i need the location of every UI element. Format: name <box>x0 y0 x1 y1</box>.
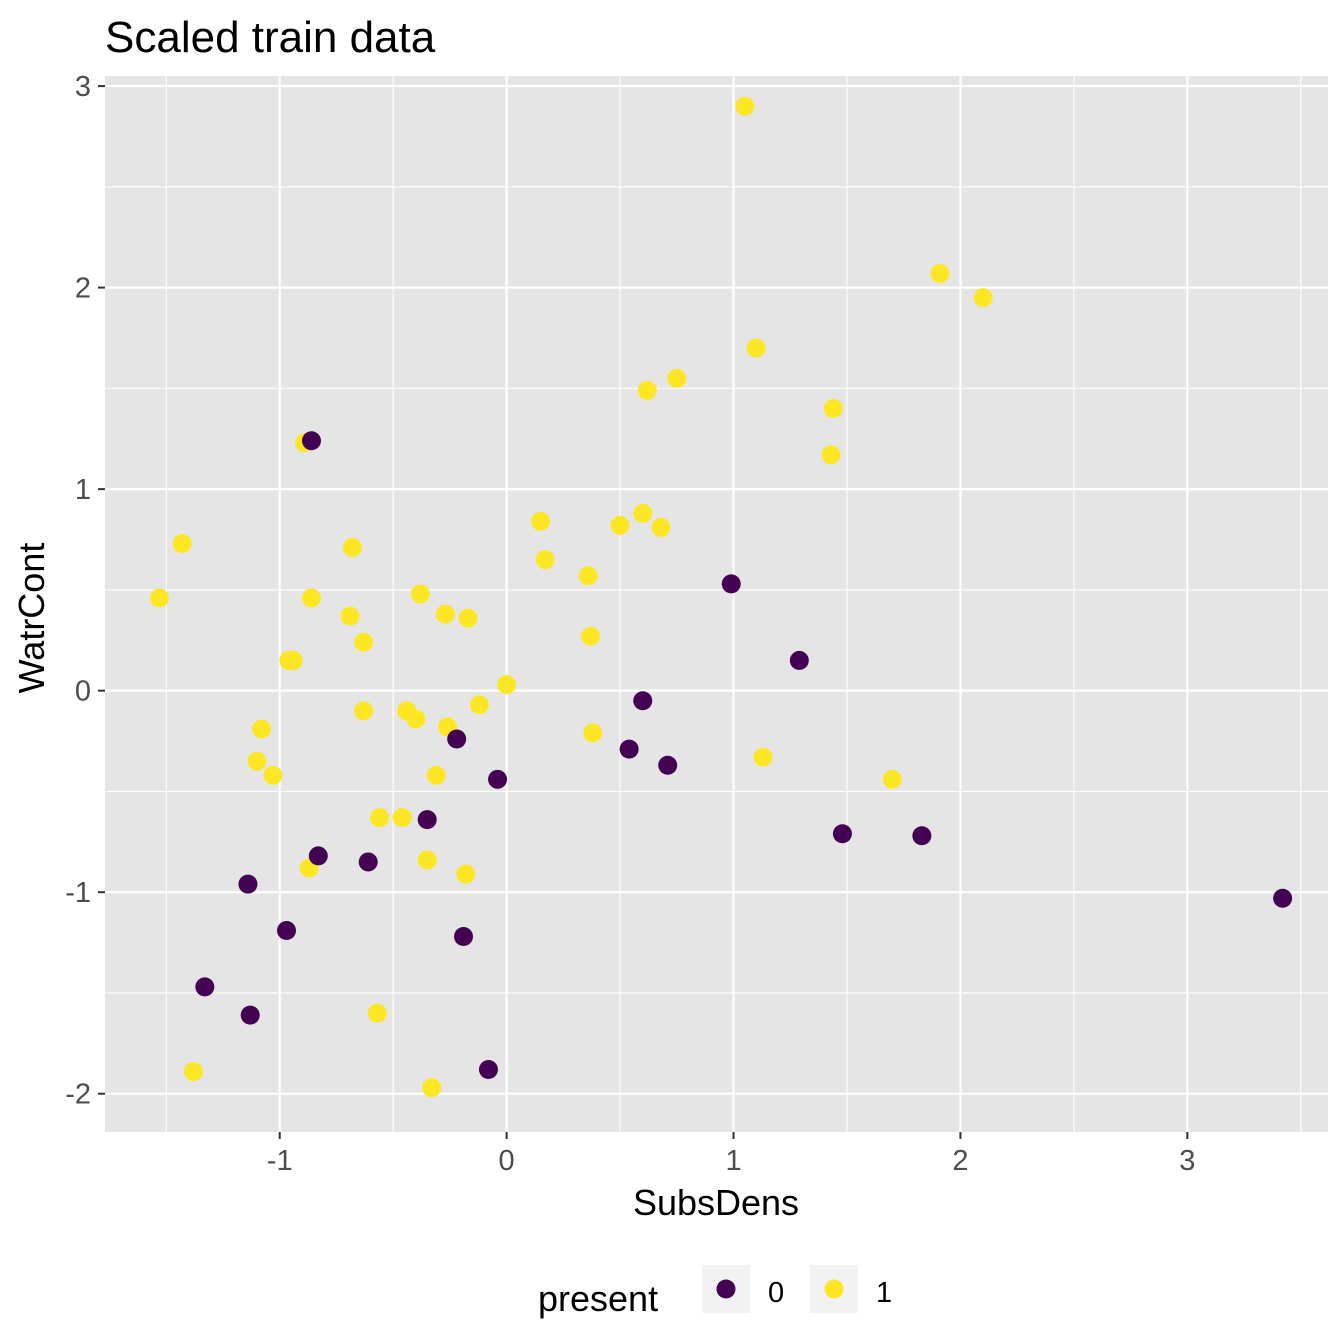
y-axis-title: WatrCont <box>11 543 52 694</box>
point-present-1 <box>637 380 657 400</box>
x-tick-label: 3 <box>1179 1145 1195 1177</box>
point-present-0 <box>721 574 741 594</box>
point-present-1 <box>392 808 412 828</box>
y-tick-label: -1 <box>65 877 91 909</box>
point-present-1 <box>583 723 603 743</box>
legend-swatch-0 <box>716 1279 736 1299</box>
point-present-1 <box>149 588 169 608</box>
point-present-1 <box>633 503 653 523</box>
point-present-1 <box>172 534 192 554</box>
point-present-1 <box>531 511 551 531</box>
y-axis: -2 -1 0 1 2 3 <box>65 71 105 1111</box>
legend-title: present <box>538 1278 658 1319</box>
legend: present 0 1 <box>538 1265 892 1319</box>
point-present-1 <box>354 632 374 652</box>
point-present-1 <box>578 566 598 586</box>
grid-lines <box>105 76 1328 1132</box>
point-present-1 <box>821 445 841 465</box>
point-present-1 <box>183 1062 203 1082</box>
point-present-1 <box>252 719 272 739</box>
point-present-1 <box>342 538 362 558</box>
point-present-1 <box>497 675 517 695</box>
point-present-1 <box>340 606 360 626</box>
point-present-0 <box>912 826 932 846</box>
point-present-0 <box>1273 888 1293 908</box>
point-present-0 <box>488 769 508 789</box>
point-present-0 <box>277 920 297 940</box>
x-tick-label: 0 <box>499 1145 515 1177</box>
legend-swatch-1 <box>824 1279 844 1299</box>
point-present-1 <box>581 626 601 646</box>
point-present-0 <box>195 977 215 997</box>
point-present-0 <box>358 852 378 872</box>
point-present-1 <box>354 701 374 721</box>
point-present-1 <box>456 864 476 884</box>
point-present-0 <box>238 874 258 894</box>
point-present-1 <box>410 584 430 604</box>
point-present-0 <box>832 824 852 844</box>
point-present-1 <box>753 747 773 767</box>
point-present-0 <box>619 739 639 759</box>
point-present-1 <box>247 751 267 771</box>
x-axis: -1 0 1 2 3 <box>267 1132 1195 1177</box>
point-present-1 <box>422 1078 442 1098</box>
x-tick-label: 1 <box>725 1145 741 1177</box>
y-tick-label: 0 <box>75 676 91 708</box>
point-present-1 <box>301 588 321 608</box>
point-present-1 <box>469 695 489 715</box>
point-present-0 <box>454 927 474 947</box>
point-present-1 <box>735 96 755 116</box>
point-present-0 <box>417 810 437 830</box>
point-present-1 <box>263 765 283 785</box>
point-present-1 <box>406 709 426 729</box>
point-present-1 <box>667 368 687 388</box>
point-present-1 <box>370 808 390 828</box>
point-present-1 <box>435 604 455 624</box>
point-present-0 <box>301 431 321 451</box>
point-present-0 <box>240 1005 260 1025</box>
x-axis-title: SubsDens <box>633 1182 799 1223</box>
legend-label-1: 1 <box>876 1277 892 1309</box>
point-present-1 <box>417 850 437 870</box>
point-present-1 <box>823 399 843 419</box>
point-present-1 <box>973 288 993 308</box>
data-points <box>149 96 1293 1098</box>
point-present-1 <box>535 550 555 570</box>
y-tick-label: -2 <box>65 1079 91 1111</box>
point-present-0 <box>633 691 653 711</box>
point-present-1 <box>610 515 630 535</box>
point-present-1 <box>930 263 950 283</box>
y-tick-label: 3 <box>75 71 91 103</box>
legend-label-0: 0 <box>768 1277 784 1309</box>
x-tick-label: 2 <box>952 1145 968 1177</box>
y-tick-label: 1 <box>75 474 91 506</box>
point-present-0 <box>658 755 678 775</box>
chart-title: Scaled train data <box>105 13 436 62</box>
plot-panel <box>105 76 1328 1132</box>
point-present-1 <box>746 338 766 358</box>
point-present-1 <box>651 517 671 537</box>
point-present-0 <box>308 846 328 866</box>
point-present-1 <box>426 765 446 785</box>
point-present-1 <box>279 650 299 670</box>
point-present-0 <box>478 1060 498 1080</box>
point-present-1 <box>882 769 902 789</box>
point-present-0 <box>789 650 809 670</box>
y-tick-label: 2 <box>75 273 91 305</box>
point-present-1 <box>458 608 478 628</box>
point-present-0 <box>447 729 467 749</box>
x-tick-label: -1 <box>267 1145 293 1177</box>
point-present-1 <box>367 1003 387 1023</box>
